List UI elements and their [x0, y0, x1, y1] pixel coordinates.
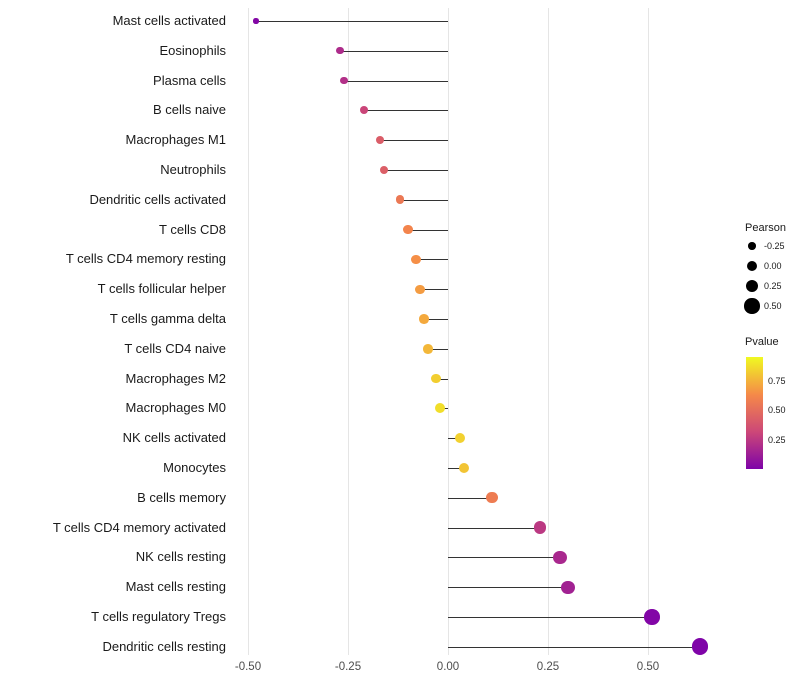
category-label: Macrophages M2: [125, 370, 226, 386]
x-gridline: [448, 8, 449, 655]
category-label: T cells regulatory Tregs: [91, 609, 226, 624]
category-label: NK cells activated: [122, 430, 226, 446]
category-label: Dendritic cells activated: [89, 191, 226, 207]
x-tick-label: -0.50: [234, 661, 262, 673]
lollipop-dot: [375, 136, 385, 145]
category-label: Mast cells resting: [125, 579, 226, 595]
lollipop-dot: [454, 432, 466, 444]
x-tick-label: 0.00: [436, 661, 460, 673]
lollipop-stem: [448, 438, 460, 440]
lollipop-dot: [458, 462, 470, 474]
category-label: Plasma cells: [153, 72, 226, 88]
lollipop-stem: [448, 587, 568, 589]
lollipop-dot: [415, 284, 425, 294]
legend-size-label: -0.25: [764, 241, 785, 251]
lollipop-dot: [253, 18, 259, 24]
lollipop-dot: [553, 550, 567, 564]
legend-pvalue-label: 0.25: [768, 434, 786, 445]
category-label: Macrophages M0: [125, 400, 226, 416]
category-label: T cells gamma delta: [109, 311, 226, 326]
lollipop-stem: [448, 527, 540, 529]
legend-size-label: 0.00: [764, 261, 782, 271]
lollipop-stem: [448, 646, 700, 648]
lollipop-dot: [360, 106, 368, 115]
lollipop-dot: [691, 638, 709, 656]
category-label: NK cells resting: [135, 549, 226, 565]
lollipop-dot: [561, 580, 575, 594]
category-label: Mast cells activated: [112, 13, 226, 28]
category-label: T cells CD4 naive: [124, 340, 226, 356]
lollipop-dot: [431, 373, 441, 384]
lollipop-dot: [379, 165, 389, 175]
legend-pvalue-label: 0.75: [768, 375, 786, 386]
lollipop-dot: [423, 344, 433, 354]
lollipop-stem: [416, 259, 448, 261]
legend-pvalue-title: Pvalue: [745, 336, 779, 348]
legend-size-dot: [744, 298, 760, 314]
x-tick-label: -0.25: [334, 661, 362, 673]
lollipop-stem: [448, 557, 560, 559]
legend-size-dot: [745, 279, 759, 293]
lollipop-stem: [380, 140, 448, 142]
x-gridline: [548, 8, 549, 655]
legend-size-label: 0.25: [764, 281, 782, 291]
category-label: Neutrophils: [160, 162, 226, 177]
lollipop-dot: [336, 47, 344, 55]
lollipop-stem: [384, 170, 448, 171]
legend-size-dot: [746, 260, 758, 272]
lollipop-dot: [533, 521, 547, 534]
x-gridline: [648, 8, 649, 655]
category-label: Dendritic cells resting: [102, 638, 226, 654]
category-label: T cells CD4 memory resting: [65, 251, 226, 267]
lollipop-dot: [403, 225, 413, 235]
lollipop-dot: [486, 492, 498, 504]
legend-pvalue-label: 0.50: [768, 405, 786, 416]
lollipop-stem: [448, 617, 652, 618]
lollipop-stem: [344, 80, 448, 82]
lollipop-stem: [340, 50, 448, 52]
lollipop-stem: [436, 378, 448, 380]
lollipop-dot: [395, 195, 405, 205]
category-label: Macrophages M1: [125, 132, 226, 148]
lollipop-stem: [400, 199, 448, 201]
lollipop-stem: [424, 319, 448, 320]
category-label: B cells naive: [153, 102, 226, 118]
lollipop-dot: [644, 609, 660, 625]
lollipop-stem: [448, 497, 492, 499]
x-tick-label: 0.50: [636, 661, 660, 673]
category-label: T cells CD8: [159, 221, 226, 237]
legend-pearson-title: Pearson: [745, 222, 786, 234]
category-label: T cells follicular helper: [97, 281, 226, 297]
lollipop-dot: [411, 254, 421, 265]
lollipop-stem: [448, 468, 464, 469]
x-gridline: [248, 8, 249, 655]
lollipop-dot: [419, 314, 429, 324]
lollipop-stem: [428, 348, 448, 350]
category-label: T cells CD4 memory activated: [52, 519, 226, 535]
lollipop-stem: [408, 229, 448, 231]
category-label: Monocytes: [163, 460, 226, 475]
lollipop-stem: [364, 110, 448, 112]
x-gridline: [348, 8, 349, 655]
x-tick-label: 0.25: [536, 661, 560, 673]
category-label: Eosinophils: [159, 42, 227, 58]
pvalue-colorbar: [746, 357, 763, 469]
category-label: B cells memory: [137, 489, 226, 505]
legend-size-dot: [748, 242, 756, 250]
lollipop-dot: [340, 76, 348, 85]
lollipop-dot: [435, 403, 445, 414]
lollipop-stem: [420, 289, 448, 291]
lollipop-stem: [256, 21, 448, 22]
legend-size-label: 0.50: [764, 301, 782, 311]
